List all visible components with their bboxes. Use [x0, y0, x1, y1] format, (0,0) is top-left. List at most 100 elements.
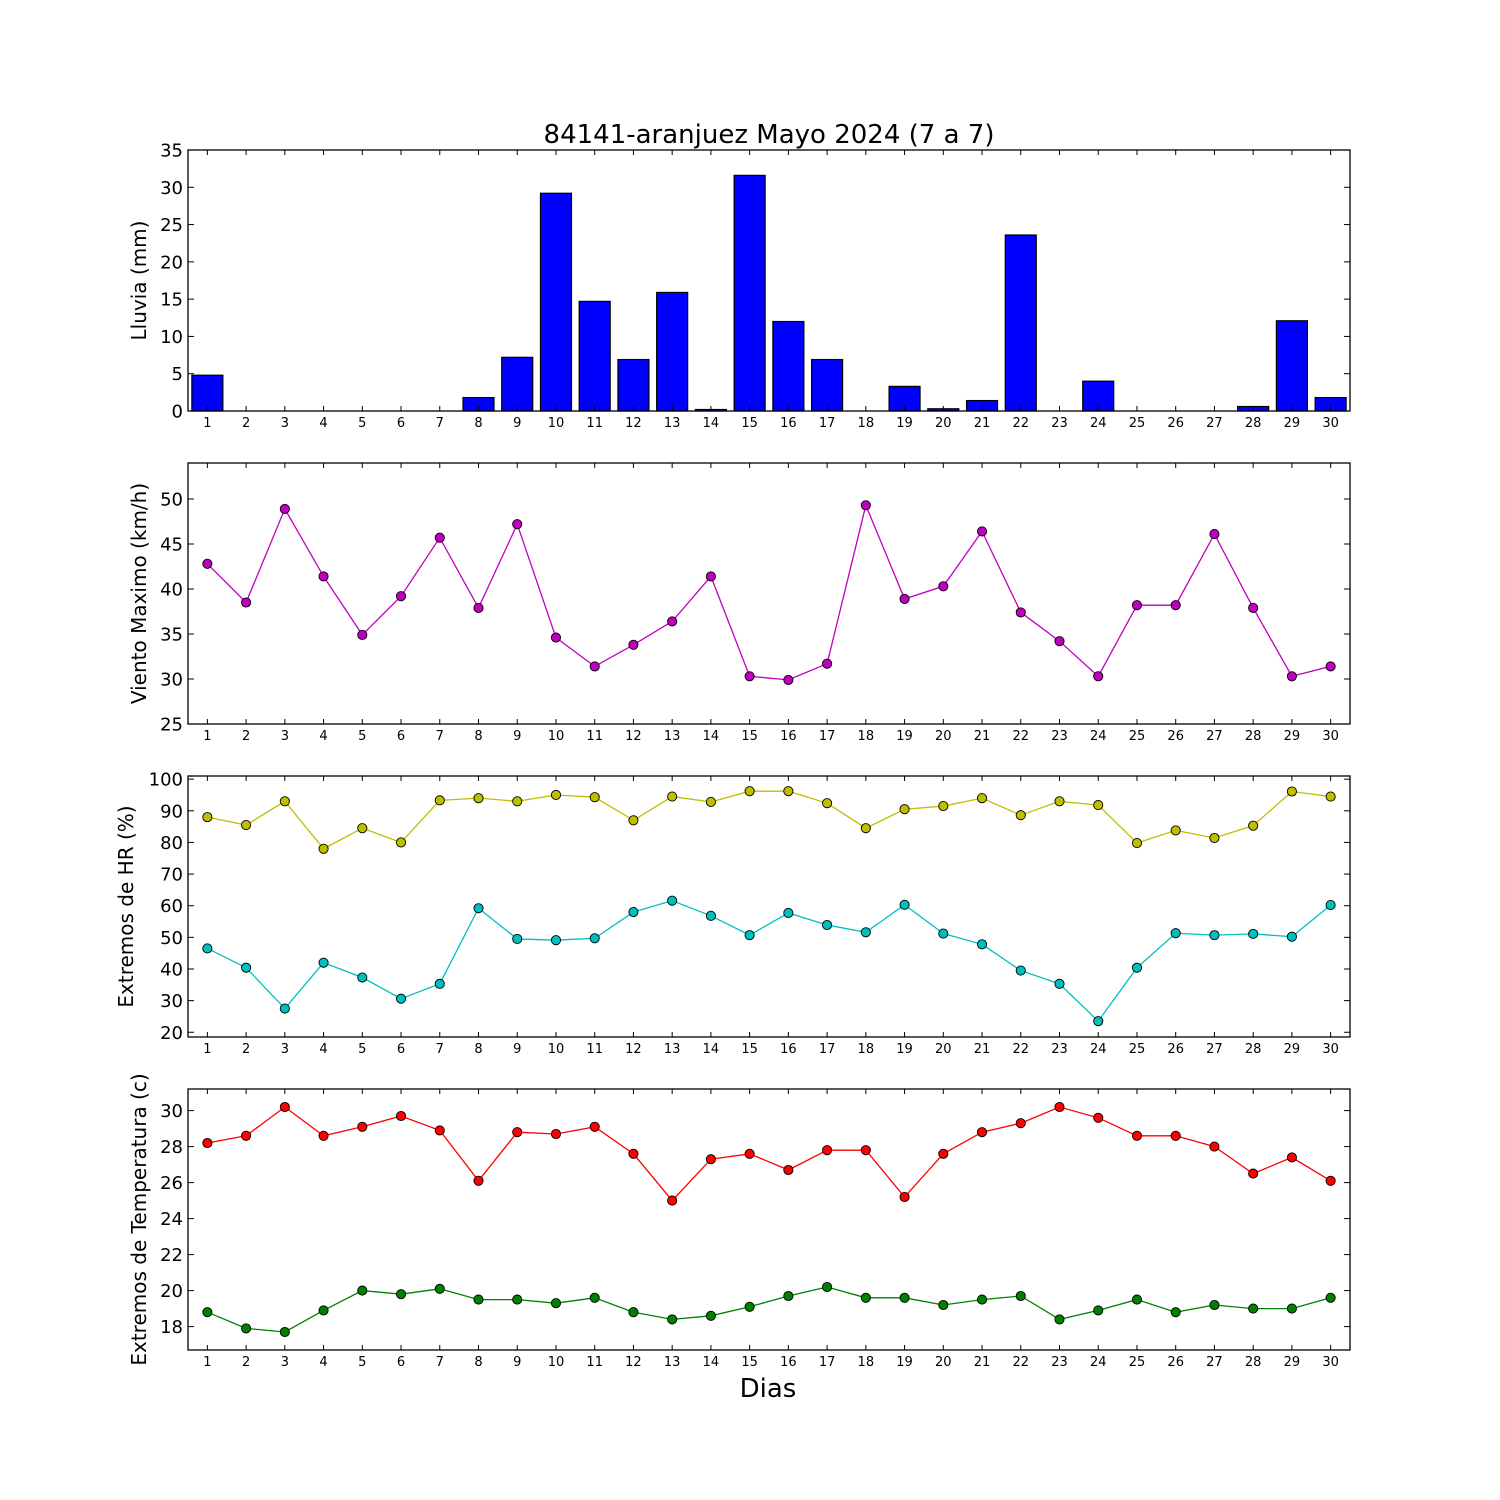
xtick-label: 7: [436, 729, 444, 744]
xtick-label: 22: [1012, 416, 1029, 431]
series-point-1: [667, 616, 678, 627]
xtick-label: 24: [1090, 1042, 1107, 1057]
xtick-label: 7: [436, 1355, 444, 1370]
series-point-1: [512, 519, 523, 530]
xtick-label: 8: [474, 1042, 482, 1057]
series-point-1: [1248, 1168, 1259, 1179]
series-point-2: [550, 935, 562, 946]
series-point-2: [318, 957, 329, 968]
series-point-2: [473, 903, 484, 914]
xtick-label: 11: [586, 1355, 603, 1370]
ytick-label: 5: [172, 364, 183, 385]
rain-bar: [578, 300, 611, 412]
xtick-label: 28: [1245, 1042, 1262, 1057]
series-point-2: [860, 927, 871, 938]
xtick-label: 14: [703, 1042, 720, 1057]
xtick-label: 30: [1322, 1355, 1339, 1370]
ytick-label: 40: [160, 580, 183, 601]
series-point-1: [744, 786, 755, 797]
series-point-1: [899, 1191, 910, 1203]
rain-bar: [811, 358, 844, 412]
series-point-1: [783, 786, 794, 797]
xtick-label: 23: [1051, 416, 1068, 431]
series-point-1: [1093, 671, 1104, 682]
series-point-1: [318, 571, 329, 582]
series-point-2: [1286, 1303, 1297, 1314]
ytick-label: 30: [160, 1101, 183, 1122]
axis-ylabel: Extremos de HR (%): [114, 805, 138, 1007]
series-point-2: [1325, 1292, 1336, 1303]
series-point-2: [744, 930, 755, 941]
xtick-label: 1: [203, 729, 211, 744]
plot-area: [188, 150, 1350, 411]
plot-frame: [187, 149, 1351, 412]
plot-area: [188, 776, 1350, 1037]
series-point-1: [860, 823, 871, 834]
series-point-2: [1286, 931, 1297, 942]
xtick-label: 30: [1322, 729, 1339, 744]
series-point-2: [1248, 928, 1259, 939]
series-point-2: [783, 1290, 794, 1302]
rain-bar: [1004, 234, 1037, 412]
series-point-2: [550, 1298, 562, 1309]
ytick-label: 90: [160, 801, 183, 822]
xtick-label: 21: [974, 1042, 991, 1057]
series-point-1: [1054, 1101, 1065, 1113]
xtick-label: 14: [703, 729, 720, 744]
series-point-1: [473, 602, 484, 613]
series-point-1: [434, 795, 445, 806]
xtick-label: 4: [319, 1355, 327, 1370]
xtick-label: 17: [819, 729, 836, 744]
series-point-1: [1248, 820, 1259, 831]
series-point-2: [705, 910, 716, 921]
series-point-1: [1131, 600, 1143, 611]
xtick-label: 23: [1051, 1355, 1068, 1370]
series-point-1: [1170, 1130, 1181, 1141]
xtick-label: 19: [896, 416, 913, 431]
series-point-1: [976, 1127, 988, 1138]
ytick-label: 10: [160, 327, 183, 348]
plot-frame: [187, 1088, 1351, 1351]
series-point-2: [667, 1314, 678, 1325]
xtick-label: 4: [319, 416, 327, 431]
xtick-label: 6: [397, 416, 405, 431]
series-point-2: [899, 1292, 910, 1303]
series-point-2: [395, 1289, 407, 1300]
xtick-label: 28: [1245, 729, 1262, 744]
series-point-1: [783, 1164, 794, 1176]
xtick-label: 15: [741, 416, 758, 431]
ytick-label: 0: [172, 402, 183, 423]
xtick-label: 26: [1167, 1355, 1184, 1370]
xtick-label: 1: [203, 416, 211, 431]
ytick-label: 20: [160, 1023, 183, 1044]
series-point-1: [1286, 1152, 1297, 1163]
series-point-1: [1015, 810, 1026, 821]
xtick-label: 30: [1322, 1042, 1339, 1057]
xtick-label: 3: [281, 729, 289, 744]
series-point-1: [822, 1145, 833, 1156]
plot-frame: [187, 775, 1351, 1038]
xtick-label: 12: [625, 416, 642, 431]
series-point-1: [1286, 671, 1297, 682]
xtick-label: 24: [1090, 416, 1107, 431]
xtick-label: 14: [703, 416, 720, 431]
xtick-label: 17: [819, 1042, 836, 1057]
series-point-2: [1248, 1303, 1259, 1314]
series-point-1: [1015, 607, 1026, 618]
xtick-label: 28: [1245, 416, 1262, 431]
xtick-label: 21: [974, 729, 991, 744]
xtick-label: 19: [896, 729, 913, 744]
series-point-2: [279, 1326, 290, 1338]
series-point-1: [202, 1137, 213, 1149]
xtick-label: 26: [1167, 416, 1184, 431]
series-point-1: [434, 532, 445, 543]
xtick-label: 4: [319, 729, 327, 744]
panel-humidity-extremes: 1 2 3 4 5 6 7 8 9 10 11 12 13 14 15 16 17 18 19 20 21 22 23 24 2…: [114, 770, 1351, 1057]
xtick-label: 20: [935, 729, 952, 744]
plot-area: [188, 463, 1350, 724]
series-point-1: [202, 812, 213, 823]
ytick-label: 30: [160, 991, 183, 1012]
series-point-1: [1054, 796, 1065, 807]
xtick-label: 14: [703, 1355, 720, 1370]
